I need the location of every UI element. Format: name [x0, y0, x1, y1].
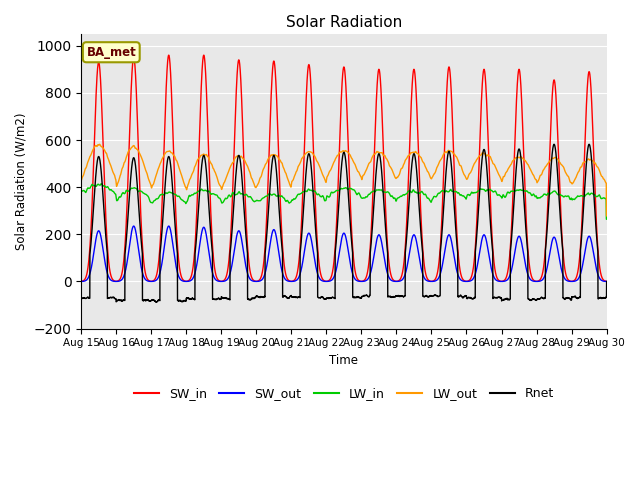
SW_out [602, 278, 610, 284]
Text: BA_met: BA_met [86, 46, 136, 59]
X-axis label: Time: Time [330, 354, 358, 367]
Rnet [585, 142, 593, 147]
SW_in [165, 52, 173, 58]
Line: Rnet: Rnet [81, 144, 607, 302]
SW_out [603, 278, 611, 284]
SW_in [603, 278, 611, 284]
LW_in [603, 216, 611, 222]
LW_in [492, 188, 499, 194]
LW_in [433, 193, 440, 199]
SW_in [324, 278, 332, 284]
Rnet [461, 293, 469, 299]
LW_out [461, 174, 469, 180]
Rnet [492, 295, 499, 300]
SW_out [461, 278, 469, 284]
SW_out [77, 278, 85, 284]
LW_in [77, 189, 85, 194]
Y-axis label: Solar Radiation (W/m2): Solar Radiation (W/m2) [15, 112, 28, 250]
SW_out [130, 223, 138, 229]
SW_out [492, 276, 499, 282]
LW_out [603, 213, 611, 219]
LW_out [96, 142, 104, 147]
LW_out [433, 166, 440, 172]
LW_in [324, 194, 332, 200]
SW_in [461, 278, 469, 284]
LW_out [172, 156, 180, 162]
SW_in [492, 269, 499, 275]
LW_in [602, 195, 610, 201]
Legend: SW_in, SW_out, LW_in, LW_out, Rnet: SW_in, SW_out, LW_in, LW_out, Rnet [129, 382, 559, 405]
Rnet [602, 294, 610, 300]
LW_out [77, 178, 85, 183]
Line: LW_out: LW_out [81, 144, 607, 216]
Line: SW_out: SW_out [81, 226, 607, 281]
LW_out [602, 180, 610, 186]
SW_out [324, 278, 332, 284]
SW_in [433, 274, 440, 279]
Rnet [172, 231, 180, 237]
Line: SW_in: SW_in [81, 55, 607, 281]
Rnet [324, 295, 332, 301]
LW_in [172, 192, 180, 198]
Rnet [603, 278, 611, 284]
Line: LW_in: LW_in [81, 184, 607, 219]
Rnet [77, 296, 85, 301]
SW_in [602, 278, 610, 284]
SW_out [433, 277, 440, 283]
LW_out [492, 164, 499, 169]
SW_out [172, 261, 180, 267]
SW_in [77, 278, 85, 284]
Title: Solar Radiation: Solar Radiation [286, 15, 402, 30]
LW_in [97, 181, 105, 187]
SW_in [172, 208, 180, 214]
LW_out [603, 213, 611, 219]
Rnet [152, 300, 160, 305]
LW_in [461, 195, 469, 201]
Rnet [433, 293, 440, 299]
LW_out [324, 172, 332, 178]
